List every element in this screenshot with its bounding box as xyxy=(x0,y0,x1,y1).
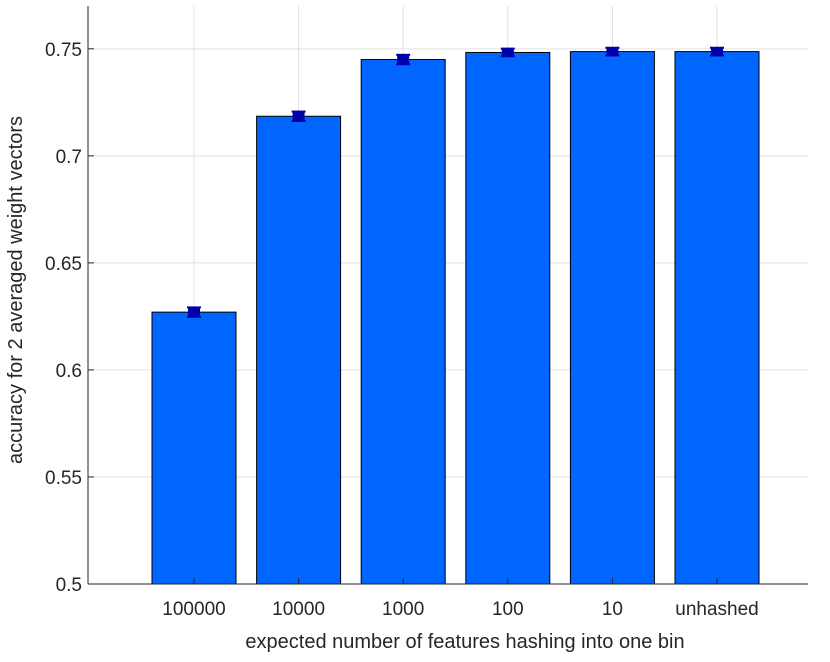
x-tick-label: unhashed xyxy=(675,599,758,620)
bar-10 xyxy=(569,51,655,585)
error-bar-10000 xyxy=(291,110,306,122)
x-tick-label: 10000 xyxy=(272,599,325,620)
y-tick-label: 0.75 xyxy=(45,40,82,61)
y-tick-label: 0.6 xyxy=(56,361,82,382)
bar-100 xyxy=(465,51,551,585)
bars-layer xyxy=(151,51,760,585)
error-bar-1000 xyxy=(396,53,411,66)
axes-layer xyxy=(87,6,808,585)
x-axis-label: expected number of features hashing into… xyxy=(245,631,684,653)
error-bars-layer xyxy=(187,46,724,318)
x-tick-label: 10 xyxy=(602,599,623,620)
ticks-layer: 0.5 0.55 0.6 0.65 0.7 0.75 100000 10000 1000 100 1… xyxy=(45,40,759,620)
y-tick-label: 0.5 xyxy=(56,575,82,596)
bar-unhashed xyxy=(674,51,760,585)
error-bar-unhashed xyxy=(710,46,724,57)
bar-100000 xyxy=(151,311,237,585)
error-bar-10 xyxy=(605,46,620,57)
bar-10000 xyxy=(256,115,342,585)
y-tick-label: 0.7 xyxy=(56,147,82,168)
bar-1000 xyxy=(360,59,446,585)
y-tick-label: 0.65 xyxy=(45,254,82,275)
error-bar-100 xyxy=(500,47,515,58)
x-tick-label: 1000 xyxy=(382,599,424,620)
error-bar-100000 xyxy=(187,306,201,318)
y-tick-label: 0.55 xyxy=(45,468,82,489)
x-tick-label: 100000 xyxy=(162,599,225,620)
y-axis-label: accuracy for 2 averaged weight vectors xyxy=(5,116,27,464)
x-tick-label: 100 xyxy=(492,599,524,620)
